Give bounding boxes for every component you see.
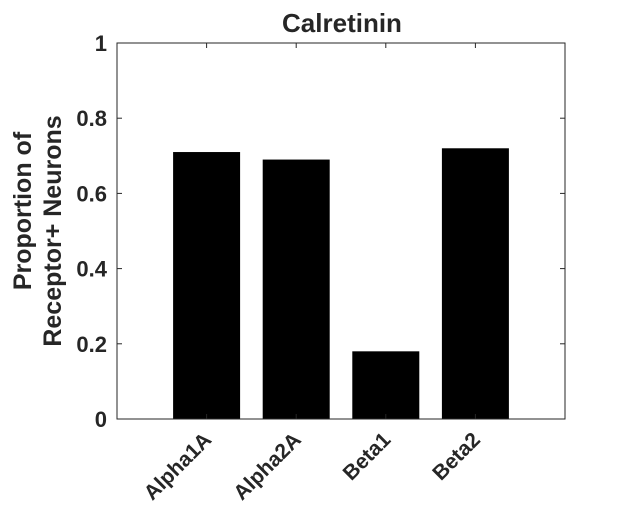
y-tick-label-0: 0: [95, 407, 107, 432]
bar-beta2: [441, 148, 509, 419]
ticks-group: [117, 42, 565, 420]
bars-group: [173, 148, 509, 420]
x-tick-label-0: Alpha1A: [140, 428, 217, 505]
x-tick-label-3: Beta2: [428, 428, 485, 485]
y-axis-label: Proportion of Receptor+ Neurons: [9, 115, 67, 346]
chart-title: Calretinin: [282, 8, 402, 38]
y-tick-label-3: 0.6: [76, 181, 107, 206]
y-tick-label-4: 0.8: [76, 106, 107, 131]
y-tick-label-1: 0.2: [76, 332, 107, 357]
x-tick-label-2: Beta1: [339, 428, 396, 485]
bar-beta1: [352, 351, 420, 419]
y-tick-label-2: 0.4: [76, 257, 107, 282]
x-tick-labels: Alpha1A Alpha2A Beta1 Beta2: [140, 428, 485, 505]
y-tick-labels: 0 0.2 0.4 0.6 0.8 1: [76, 31, 107, 432]
x-tick-label-1: Alpha2A: [229, 428, 306, 505]
bar-alpha1a: [173, 152, 241, 420]
plot-area-frame: [116, 42, 566, 420]
bar-alpha2a: [262, 159, 330, 419]
y-tick-label-5: 1: [95, 31, 107, 56]
y-axis-label-line-2: Receptor+ Neurons: [39, 115, 67, 346]
y-axis-label-line-1: Proportion of: [9, 131, 37, 290]
